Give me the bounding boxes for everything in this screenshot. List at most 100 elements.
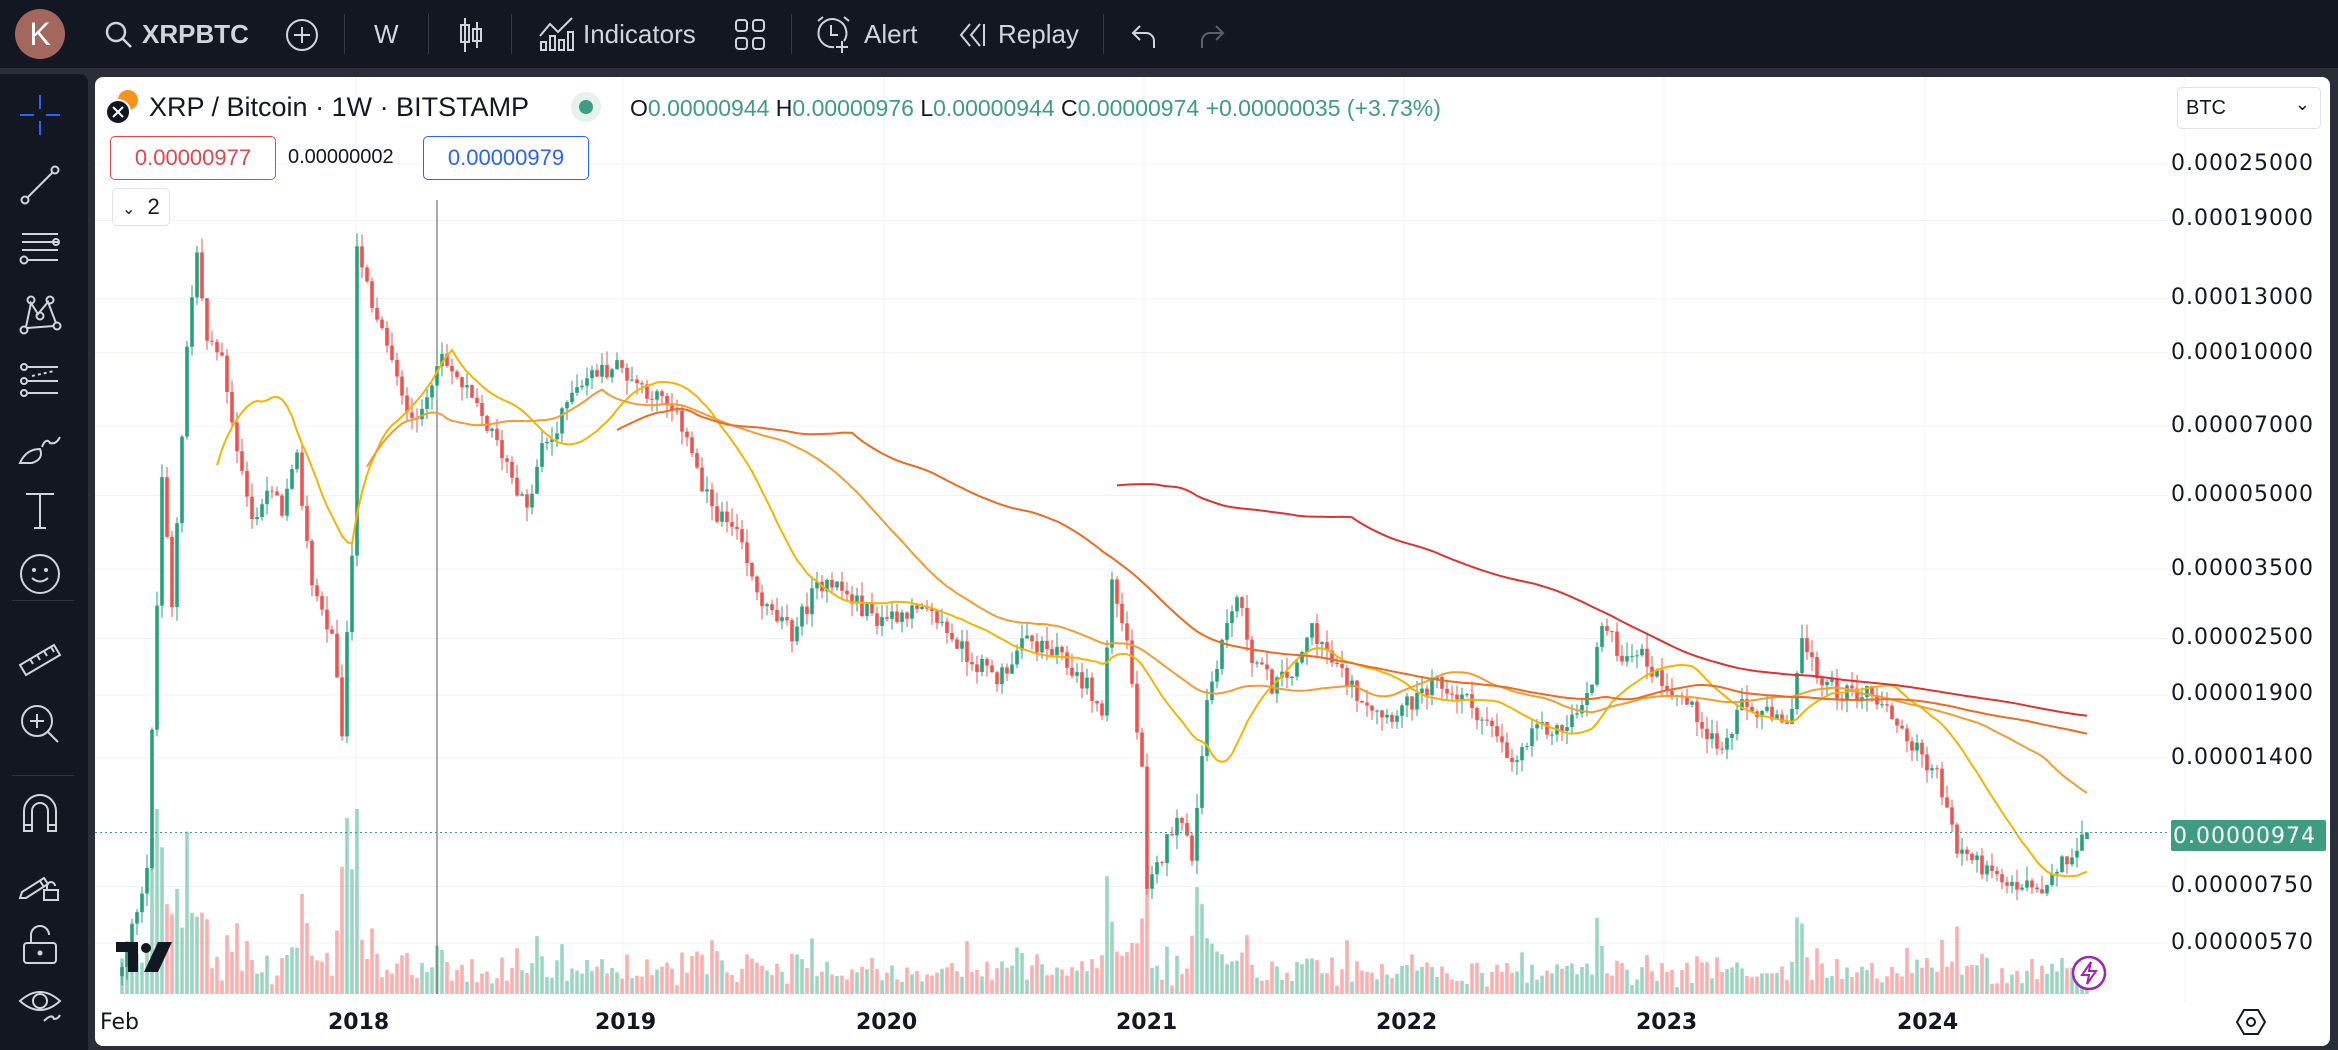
chart-panel[interactable]: [95, 77, 2330, 1046]
candle-style-icon[interactable]: [456, 16, 486, 54]
ruler-icon[interactable]: [18, 635, 62, 679]
undo-icon[interactable]: [1130, 22, 1158, 50]
lock-drawings-icon[interactable]: [18, 858, 62, 902]
volume-bar: [1880, 982, 1884, 994]
candle: [1465, 694, 1469, 696]
candle: [1750, 706, 1754, 712]
volume-bar: [315, 960, 319, 994]
candle: [1100, 703, 1104, 716]
currency-select[interactable]: BTC ⌄: [2177, 87, 2321, 129]
alert-clock-icon[interactable]: [814, 15, 852, 55]
volume-bar: [560, 944, 564, 994]
crosshair-icon[interactable]: [18, 93, 62, 137]
volume-bar: [495, 978, 499, 994]
candle: [800, 606, 804, 627]
alert-button[interactable]: Alert: [864, 19, 918, 49]
replay-button[interactable]: Replay: [998, 19, 1079, 49]
volume-bar: [550, 977, 554, 994]
trend-line-icon[interactable]: [18, 163, 62, 207]
candle: [1670, 690, 1674, 696]
volume-bar: [1545, 970, 1549, 994]
candle: [1390, 714, 1394, 722]
add-symbol-icon[interactable]: [284, 17, 320, 53]
candle: [1135, 683, 1139, 733]
interval-button[interactable]: W: [374, 19, 399, 49]
symbol-search-button[interactable]: XRPBTC: [142, 19, 249, 49]
volume-bar: [340, 866, 344, 994]
candle: [695, 453, 699, 468]
volume-bar: [530, 962, 534, 994]
volume-bar: [300, 893, 304, 994]
search-icon[interactable]: [104, 20, 134, 50]
candle: [430, 385, 434, 398]
emoji-icon[interactable]: [18, 552, 62, 596]
volume-bar: [950, 963, 954, 994]
indicators-button[interactable]: Indicators: [583, 19, 696, 49]
volume-bar: [1920, 967, 1924, 994]
candle: [2005, 882, 2009, 886]
volume-bar: [1105, 876, 1109, 994]
candle: [1580, 705, 1584, 714]
fib-retracement-icon[interactable]: [18, 359, 62, 403]
candle: [1660, 670, 1664, 687]
redo-icon[interactable]: [1198, 22, 1226, 50]
volume-bar: [155, 809, 159, 994]
market-status-icon[interactable]: [570, 91, 602, 123]
visibility-eye-icon[interactable]: [18, 981, 62, 1025]
volume-bar: [750, 958, 754, 994]
buy-price-button[interactable]: 0.00000979: [423, 136, 589, 180]
candle: [1900, 725, 1904, 729]
candle: [215, 341, 219, 353]
horizontal-lines-icon[interactable]: [18, 228, 62, 272]
volume-bar: [580, 973, 584, 994]
sell-price-button[interactable]: 0.00000977: [110, 136, 276, 180]
brush-icon[interactable]: [18, 425, 62, 469]
volume-bar: [440, 949, 444, 994]
volume-bar: [1070, 967, 1074, 994]
pattern-icon[interactable]: [18, 292, 62, 336]
volume-bar: [1745, 975, 1749, 994]
price-axis-label: 0.00005000: [2171, 482, 2314, 507]
layout-grid-icon[interactable]: [734, 18, 766, 52]
candle: [1480, 719, 1484, 721]
symbol-title[interactable]: XRP / Bitcoin · 1W · BITSTAMP: [149, 92, 530, 122]
volume-bar: [325, 952, 329, 994]
replay-icon[interactable]: [958, 22, 990, 48]
chart-settings-icon[interactable]: [2236, 1008, 2266, 1036]
collapsed-count: 2: [147, 194, 160, 219]
candle: [1420, 688, 1424, 694]
unlock-icon[interactable]: [18, 923, 62, 967]
candle: [1730, 734, 1734, 738]
candle: [1000, 667, 1004, 685]
price-axis-label: 0.00000570: [2171, 930, 2314, 955]
candle: [730, 522, 734, 527]
volume-bar: [840, 975, 844, 994]
volume-bar: [1125, 952, 1129, 994]
candle: [1365, 702, 1369, 706]
candle: [1830, 678, 1834, 682]
candle: [910, 605, 914, 619]
candle: [505, 458, 509, 462]
volume-bar: [1085, 971, 1089, 994]
volume-bar: [1305, 958, 1309, 994]
magnet-icon[interactable]: [18, 791, 62, 835]
candle: [1105, 647, 1109, 716]
candle: [150, 729, 154, 868]
candle: [940, 621, 944, 623]
current-price-value: 0.00000974: [2173, 824, 2316, 849]
top-toolbar: K XRPBTC W Indicators Alert Replay: [0, 0, 2338, 68]
volume-bar: [1225, 964, 1229, 994]
avatar[interactable]: K: [15, 9, 65, 59]
price-axis-label: 0.00010000: [2171, 340, 2314, 365]
volume-bar: [1050, 974, 1054, 994]
lightning-icon[interactable]: [2070, 954, 2108, 992]
text-tool-icon[interactable]: [18, 488, 62, 532]
indicators-icon[interactable]: [538, 16, 574, 52]
volume-bar: [270, 984, 274, 994]
candle: [1345, 667, 1349, 688]
candle: [480, 403, 484, 416]
volume-bar: [1665, 972, 1669, 994]
zoom-in-icon[interactable]: [18, 702, 62, 746]
indicators-collapse-button[interactable]: ⌄ 2: [112, 188, 170, 226]
